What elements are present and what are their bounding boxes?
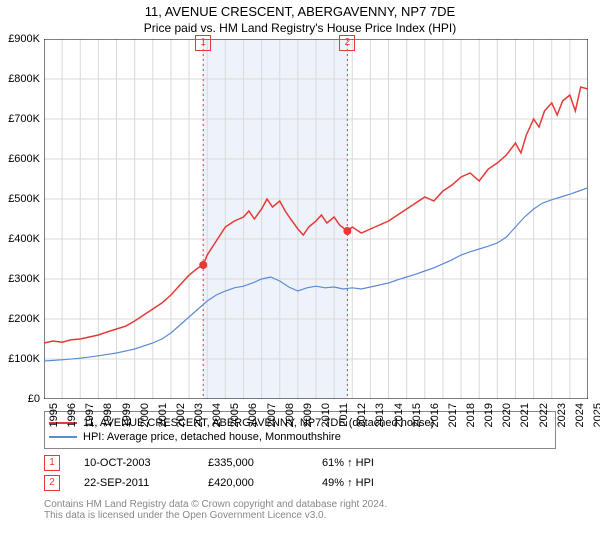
chart-svg [44, 39, 588, 399]
x-tick-label: 2009 [302, 403, 314, 427]
x-tick-label: 2025 [592, 403, 600, 427]
footer: Contains HM Land Registry data © Crown c… [44, 499, 556, 521]
x-tick-label: 2011 [338, 403, 350, 427]
x-tick-label: 2021 [519, 403, 531, 427]
y-tick-label: £600K [8, 153, 40, 165]
sale-delta: 49% ↑ HPI [322, 477, 374, 489]
sale-row: 2 22-SEP-2011 £420,000 49% ↑ HPI [44, 473, 556, 493]
x-tick-label: 2017 [447, 403, 459, 427]
x-tick-label: 2005 [229, 403, 241, 427]
y-tick-label: £900K [8, 33, 40, 45]
x-tick-label: 2013 [374, 403, 386, 427]
x-tick-label: 2016 [429, 403, 441, 427]
x-tick-label: 2014 [393, 403, 405, 427]
x-tick-label: 2004 [211, 403, 223, 427]
legend-label: HPI: Average price, detached house, Monm… [83, 431, 341, 443]
x-tick-label: 1995 [48, 403, 60, 427]
x-tick-label: 2024 [574, 403, 586, 427]
page-title: 11, AVENUE CRESCENT, ABERGAVENNY, NP7 7D… [0, 0, 600, 19]
sale-price: £420,000 [208, 477, 298, 489]
sale-row: 1 10-OCT-2003 £335,000 61% ↑ HPI [44, 453, 556, 473]
y-tick-label: £500K [8, 193, 40, 205]
legend-swatch [49, 436, 77, 438]
sale-badge: 1 [44, 455, 60, 471]
x-tick-label: 2012 [356, 403, 368, 427]
y-tick-label: £700K [8, 113, 40, 125]
sale-badge: 1 [195, 35, 211, 51]
sale-delta: 61% ↑ HPI [322, 457, 374, 469]
sale-date: 10-OCT-2003 [84, 457, 184, 469]
x-tick-label: 1997 [84, 403, 96, 427]
y-tick-label: £0 [28, 393, 40, 405]
x-tick-label: 1996 [66, 403, 78, 427]
x-tick-label: 2003 [193, 403, 205, 427]
footer-line-2: This data is licensed under the Open Gov… [44, 510, 556, 521]
x-tick-label: 2023 [556, 403, 568, 427]
x-tick-label: 2020 [501, 403, 513, 427]
sale-date: 22-SEP-2011 [84, 477, 184, 489]
x-tick-label: 2008 [284, 403, 296, 427]
y-tick-label: £200K [8, 313, 40, 325]
footer-line-1: Contains HM Land Registry data © Crown c… [44, 499, 556, 510]
x-tick-label: 2015 [411, 403, 423, 427]
x-tick-label: 2018 [465, 403, 477, 427]
x-tick-label: 2000 [139, 403, 151, 427]
y-tick-label: £800K [8, 73, 40, 85]
x-tick-label: 2019 [483, 403, 495, 427]
y-tick-label: £400K [8, 233, 40, 245]
x-tick-label: 2007 [266, 403, 278, 427]
x-tick-label: 2006 [247, 403, 259, 427]
page-subtitle: Price paid vs. HM Land Registry's House … [0, 19, 600, 39]
x-tick-label: 2002 [175, 403, 187, 427]
chart: £0£100K£200K£300K£400K£500K£600K£700K£80… [44, 39, 588, 399]
x-tick-label: 1999 [121, 403, 133, 427]
sales-table: 1 10-OCT-2003 £335,000 61% ↑ HPI 2 22-SEP-201… [44, 453, 556, 493]
x-tick-label: 1998 [102, 403, 114, 427]
y-tick-label: £100K [8, 353, 40, 365]
x-tick-label: 2001 [157, 403, 169, 427]
x-tick-label: 2010 [320, 403, 332, 427]
y-tick-label: £300K [8, 273, 40, 285]
sale-badge: 2 [44, 475, 60, 491]
legend-row: HPI: Average price, detached house, Monm… [49, 430, 551, 444]
sale-price: £335,000 [208, 457, 298, 469]
x-tick-label: 2022 [538, 403, 550, 427]
sale-badge: 2 [339, 35, 355, 51]
